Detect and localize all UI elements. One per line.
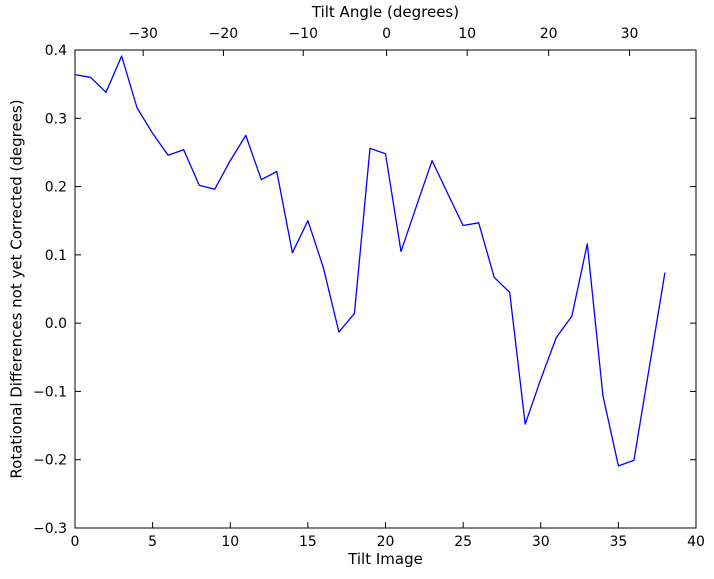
- top-tick-label: 20: [540, 26, 558, 42]
- x-tick-label: 10: [221, 534, 239, 550]
- data-line: [74, 55, 666, 467]
- y-tick-label: 0.3: [45, 111, 67, 127]
- top-tick-label: 30: [621, 26, 639, 42]
- top-tick-label: 0: [382, 26, 391, 42]
- y-tick-label: −0.1: [33, 384, 67, 400]
- x-axis-label: Tilt Image: [348, 550, 423, 568]
- y-tick-label: 0.0: [45, 316, 67, 332]
- axes-frame: [74, 49, 697, 529]
- top-tick-label: 10: [458, 26, 476, 42]
- y-tick-label: −0.3: [33, 521, 67, 537]
- top-tick-label: −30: [128, 26, 158, 42]
- y-tick-label: 0.2: [45, 180, 67, 196]
- x-tick-label: 40: [687, 534, 705, 550]
- y-tick-label: 0.4: [45, 43, 67, 59]
- x-tick-label: 30: [532, 534, 550, 550]
- x-tick-label: 25: [454, 534, 472, 550]
- top-tick-label: −20: [209, 26, 239, 42]
- x-tick-label: 35: [609, 534, 627, 550]
- y-tick-label: 0.1: [45, 248, 67, 264]
- x-tick-label: 15: [299, 534, 317, 550]
- y-tick-label: −0.2: [33, 453, 67, 469]
- x-tick-label: 5: [148, 534, 157, 550]
- top-tick-label: −10: [288, 26, 318, 42]
- x-tick-label: 0: [71, 534, 80, 550]
- x-tick-label: 20: [377, 534, 395, 550]
- top-axis-title: Tilt Angle (degrees): [311, 3, 460, 21]
